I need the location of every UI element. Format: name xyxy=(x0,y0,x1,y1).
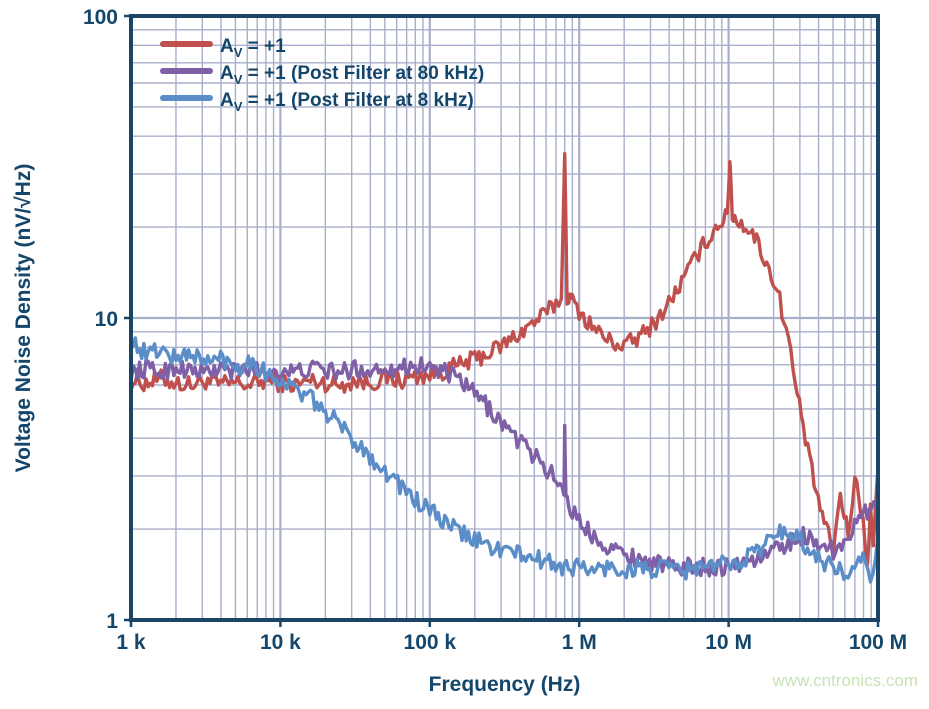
watermark-text: www.cntronics.com xyxy=(772,671,918,690)
curve-series-0 xyxy=(129,151,880,567)
x-tick-label: 1 M xyxy=(562,631,597,654)
x-tick-label: 10 M xyxy=(705,631,752,654)
y-tick-label: 10 xyxy=(95,308,118,331)
curve-series-1 xyxy=(129,356,880,578)
y-tick-label: 1 xyxy=(106,610,118,633)
curve-series-2 xyxy=(129,336,880,584)
axis-ticks: 1 k 10 k 100 k 1 M 10 M 100 M 1 10 100 xyxy=(83,6,907,654)
legend-label-0: AV = +1 xyxy=(220,36,286,60)
x-tick-label: 100 k xyxy=(404,631,457,654)
data-curves xyxy=(129,151,880,584)
legend-label-2: AV = +1 (Post Filter at 8 kHz) xyxy=(220,90,474,114)
x-tick-label: 1 k xyxy=(116,631,146,654)
legend-label-1: AV = +1 (Post Filter at 80 kHz) xyxy=(220,63,484,87)
y-tick-label: 100 xyxy=(83,6,118,29)
legend: AV = +1 AV = +1 (Post Filter at 80 kHz) AV… xyxy=(160,36,484,114)
y-axis-title: Voltage Noise Density (nV/√Hz) xyxy=(12,164,35,473)
x-tick-label: 100 M xyxy=(849,631,907,654)
x-tick-label: 10 k xyxy=(260,631,301,654)
x-axis-title: Frequency (Hz) xyxy=(429,673,581,696)
